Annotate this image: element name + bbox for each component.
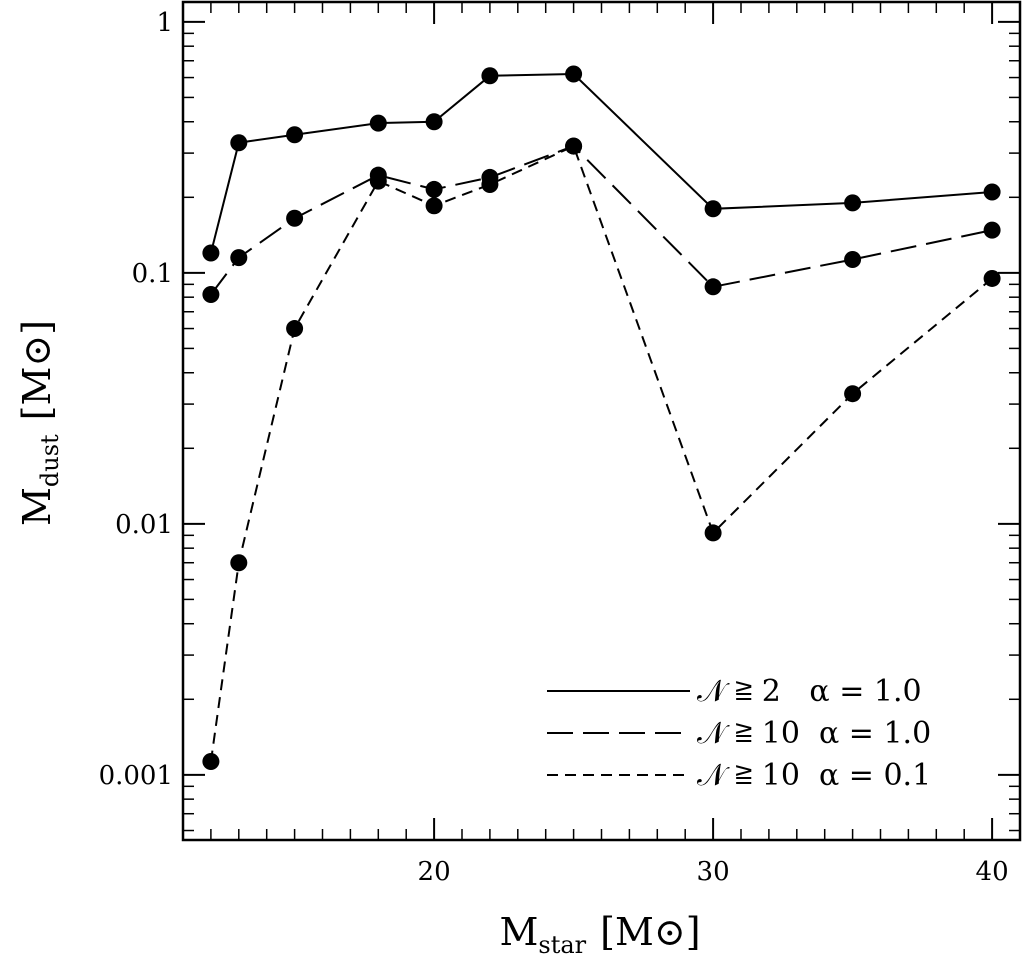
x-tick-label: 30 (697, 857, 730, 887)
series-3-point (565, 137, 583, 155)
series-1-point (425, 113, 443, 131)
series-3-point (202, 753, 220, 771)
series-2-point (230, 249, 248, 267)
series-line-2 (210, 144, 993, 296)
series-3-point (230, 554, 248, 572)
series-line-3 (209, 144, 993, 762)
series-1-point (565, 65, 583, 83)
series-1-point (481, 67, 499, 85)
series-3-point (369, 172, 387, 190)
series-3-point (704, 524, 722, 542)
y-tick-label: 1 (156, 8, 173, 38)
series-layer (202, 65, 1001, 771)
series-1-point (369, 114, 387, 132)
series-1-point (202, 244, 220, 262)
series-3-point (481, 175, 499, 193)
legend-label-2: 𝒩 ≧ 10 α = 1.0 (697, 716, 931, 751)
series-2-point (286, 209, 304, 227)
ticks-layer: 20 30 40 0.001 0.01 0.1 1 (99, 2, 1021, 887)
series-3-point (425, 197, 443, 215)
x-axis-title: Mstar [M⊙] (499, 910, 700, 958)
x-axis-title-unit: [M⊙] (600, 910, 700, 954)
y-tick-label: 0.001 (99, 761, 173, 791)
legend: 𝒩 ≧ 2 α = 1.0 𝒩 ≧ 10 α = 1.0 𝒩 ≧ 10 α = 0.… (547, 674, 931, 793)
x-axis-title-main: M (499, 910, 538, 954)
series-2-point (983, 221, 1001, 239)
y-axis-title: Mdust [M⊙] (15, 320, 64, 526)
series-1-point (230, 134, 248, 152)
series-2-point (425, 180, 443, 198)
plot-frame (181, 0, 1022, 842)
y-tick-label: 0.01 (115, 510, 173, 540)
series-line-1 (209, 72, 993, 254)
x-axis-title-sub: star (538, 931, 586, 958)
series-2-point (202, 285, 220, 303)
series-1-point (286, 126, 304, 144)
series-1-point (844, 194, 862, 212)
series-3-point (983, 269, 1001, 287)
y-tick-label: 0.1 (132, 259, 173, 289)
series-2-point (844, 251, 862, 269)
series-1-point (983, 183, 1001, 201)
series-1-point (704, 200, 722, 218)
series-2-point (704, 278, 722, 296)
y-axis-title-unit: [M⊙] (15, 320, 59, 420)
legend-label-3: 𝒩 ≧ 10 α = 0.1 (697, 758, 931, 793)
x-tick-label: 40 (976, 857, 1009, 887)
y-axis-title-main: M (15, 487, 59, 526)
legend-label-1: 𝒩 ≧ 2 α = 1.0 (697, 674, 922, 709)
series-3-point (286, 320, 304, 338)
x-tick-label: 20 (418, 857, 451, 887)
series-3-point (844, 385, 862, 403)
y-axis-title-sub: dust (36, 434, 64, 487)
